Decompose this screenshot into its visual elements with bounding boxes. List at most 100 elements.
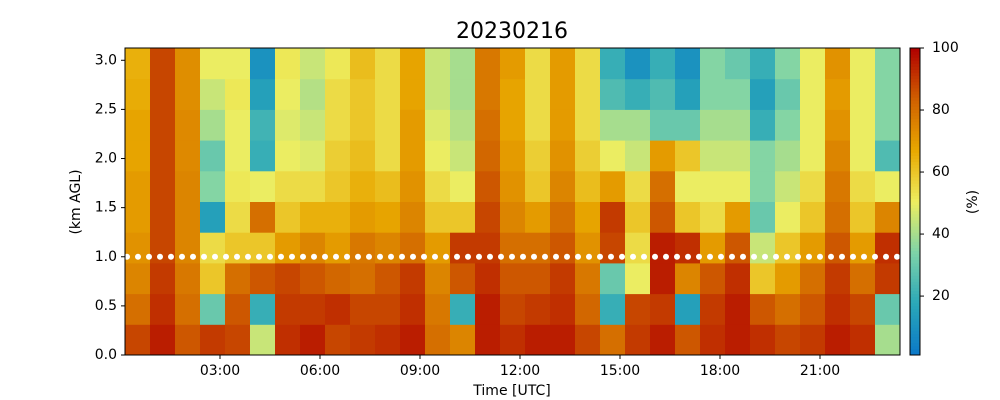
heatmap-cell [725,78,751,110]
colorbar-segment [910,238,920,242]
colorbar-tick-label: 100 [932,40,959,56]
heatmap-cell [575,262,601,295]
colorbar-segment [910,146,920,150]
heatmap-cell [500,78,526,110]
heatmap-cell [650,293,676,325]
heatmap-cell [350,324,376,356]
heatmap-cell [600,78,626,110]
colorbar-frame [909,47,921,356]
colorbar-segment [910,69,920,74]
heatmap-cell [250,201,276,233]
heatmap-cell [600,140,626,172]
heatmap-cell [725,262,751,295]
heatmap-cell [450,78,476,110]
colorbar-label: (%) [965,190,981,214]
heatmap-cell [575,78,601,110]
heatmap-cell [625,293,651,325]
heatmap-cell [625,170,651,202]
heatmap-cell [800,170,826,202]
heatmap-cell [525,262,551,295]
heatmap-cell [325,324,351,356]
heatmap-cell [150,201,176,233]
colorbar-segment [910,305,920,310]
heatmap-cell [150,140,176,172]
colorbar-segment [910,272,920,276]
heatmap-cell [725,201,751,233]
heatmap-cell [675,293,701,325]
colorbar-segment [910,158,920,163]
heatmap-cell [525,48,551,80]
colorbar-segment [910,342,920,347]
heatmap-cell [400,293,426,325]
heatmap-cell [400,262,426,295]
colorbar-segment [910,100,920,104]
y-tick-label: 1.5 [95,200,117,216]
heatmap-cell [775,293,801,325]
heatmap-cell [750,262,776,295]
heatmap-cell [475,78,501,110]
heatmap-cell [650,78,676,110]
colorbar-segment [910,275,920,279]
heatmap-cell [725,48,751,80]
heatmap-cell [225,48,251,80]
heatmap-cell [175,293,201,325]
colorbar-segment [910,130,920,135]
heatmap-cell [575,48,601,80]
heatmap-cell [500,262,526,295]
heatmap-cell [350,48,376,80]
heatmap-cell [875,109,901,141]
heatmap-cell [225,109,251,141]
heatmap-cell [225,293,251,325]
colorbar-segment [910,256,920,261]
heatmap-cell [250,324,276,356]
colorbar-segment [910,333,920,338]
colorbar-segment [910,339,920,344]
colorbar-segment [910,281,920,285]
heatmap-cell [625,262,651,295]
heatmap-cell [150,170,176,202]
colorbar-segment [910,137,920,141]
colorbar-segment [910,84,920,89]
colorbar-segment [910,143,920,147]
heatmap-cell [400,324,426,356]
heatmap-cell [475,262,501,295]
colorbar-segment [910,299,920,304]
heatmap-cell [150,78,176,110]
heatmap-cell [850,262,876,295]
colorbar-segment [910,330,920,335]
heatmap-cell [750,48,776,80]
colorbar-segment [910,351,920,356]
heatmap-cell [850,140,876,172]
heatmap-cell [675,109,701,141]
heatmap-cell [500,109,526,141]
colorbar-segment [910,66,920,70]
heatmap-cell [675,201,701,233]
colorbar-segment [910,48,920,52]
plot-frame [124,47,901,356]
heatmap-cell [200,48,226,80]
heatmap-cell [275,293,301,325]
heatmap-cell [850,170,876,202]
heatmap-cell [500,293,526,325]
heatmap-cell [275,262,301,295]
colorbar-segment [910,253,920,258]
heatmap-cell [325,48,351,80]
heatmap-cell [375,201,401,233]
heatmap-cell [550,324,576,356]
heatmap-cell [575,293,601,325]
heatmap-cell [800,109,826,141]
colorbar-segment [910,103,920,107]
heatmap-cell [275,170,301,202]
y-tick-label: 2.0 [95,151,117,167]
heatmap-cell [175,48,201,80]
colorbar-segment [910,207,920,212]
colorbar-segment [910,63,920,67]
x-tick-label: 21:00 [800,363,840,379]
heatmap-cell [650,140,676,172]
heatmap-cell [450,170,476,202]
colorbar-segment [910,204,920,209]
heatmap-cell [350,232,376,264]
heatmap-cell [825,262,851,295]
heatmap-cell [600,48,626,80]
heatmap-cell [650,109,676,141]
